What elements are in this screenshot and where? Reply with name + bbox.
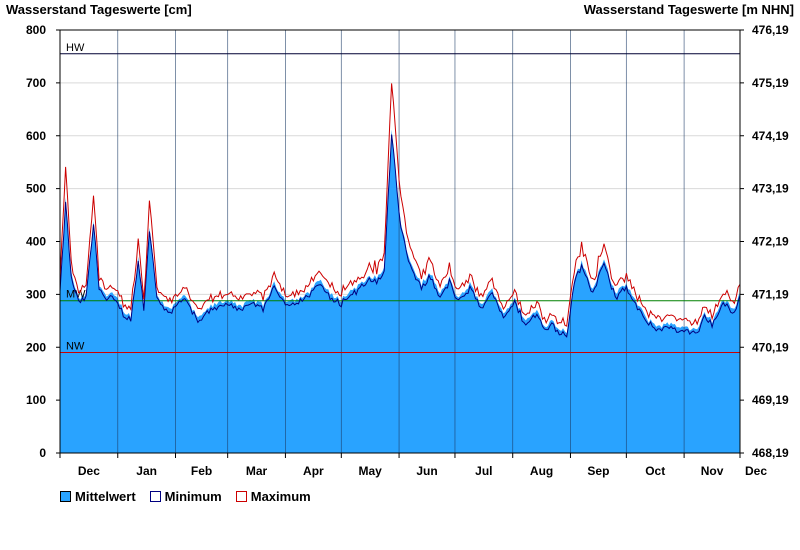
y-tick-label: 200 — [26, 340, 46, 354]
y-axis-left: 0 100 200 300 400 500 600 700 800 — [26, 23, 60, 460]
y-tick-label: 700 — [26, 76, 46, 90]
reference-label-nw: NW — [66, 341, 85, 353]
y2-tick-label: 470,19 — [752, 340, 789, 354]
x-tick-label: Sep — [587, 464, 609, 478]
y2-tick-label: 468,19 — [752, 446, 789, 460]
y2-tick-label: 476,19 — [752, 23, 789, 37]
y-axis-right: 468,19 469,19 470,19 471,19 472,19 473,19 474,… — [740, 23, 789, 460]
x-tick-label: Mar — [246, 464, 268, 478]
y-tick-label: 400 — [26, 235, 46, 249]
reference-label-hw: HW — [66, 42, 85, 54]
chart-title-left: Wasserstand Tageswerte [cm] — [6, 2, 192, 17]
y-tick-label: 800 — [26, 23, 46, 37]
x-tick-label: Jul — [475, 464, 492, 478]
y2-tick-label: 472,19 — [752, 235, 789, 249]
x-tick-label: May — [359, 464, 383, 478]
y2-tick-label: 474,19 — [752, 129, 789, 143]
x-tick-label: Jan — [136, 464, 157, 478]
x-tick-label: Dec — [78, 464, 100, 478]
legend-swatch-maximum — [235, 491, 247, 502]
legend-label-maximum: Maximum — [250, 489, 311, 504]
x-tick-label: Nov — [701, 464, 724, 478]
series-maximum-line — [59, 83, 741, 327]
legend-label-mittelwert: Mittelwert — [75, 489, 136, 504]
y2-tick-label: 473,19 — [752, 182, 789, 196]
x-tick-label: Jun — [416, 464, 437, 478]
y2-tick-label: 469,19 — [752, 393, 789, 407]
reference-label-mw: MW — [66, 289, 86, 301]
x-tick-label: Oct — [645, 464, 665, 478]
legend-swatch-mittelwert — [60, 491, 71, 502]
x-tick-label: Apr — [303, 464, 324, 478]
y-tick-label: 600 — [26, 129, 46, 143]
legend-item-mittelwert: Mittelwert — [60, 489, 136, 504]
y-tick-label: 100 — [26, 393, 46, 407]
y-tick-label: 0 — [39, 446, 46, 460]
legend-item-maximum: Maximum — [235, 489, 311, 504]
reference-lines: HW MW NW — [60, 42, 740, 354]
legend-label-minimum: Minimum — [164, 489, 222, 504]
y2-tick-label: 471,19 — [752, 287, 789, 301]
chart-title-right: Wasserstand Tageswerte [m NHN] — [584, 2, 794, 17]
legend-swatch-minimum — [149, 491, 161, 502]
x-tick-label: Aug — [530, 464, 553, 478]
month-separators — [117, 30, 685, 453]
legend-item-minimum: Minimum — [149, 489, 222, 504]
x-tick-label: Dec — [745, 464, 767, 478]
series-mittelwert-area — [60, 129, 740, 454]
x-tick-label: Feb — [191, 464, 212, 478]
legend: Mittelwert Minimum Maximum — [60, 489, 311, 504]
y2-tick-label: 475,19 — [752, 76, 789, 90]
y-tick-label: 300 — [26, 287, 46, 301]
series-minimum-line — [59, 134, 741, 338]
x-axis: Dec Jan Feb Mar Apr May Jun Jul Aug Sep Oct Nov Dec — [59, 453, 767, 478]
y-tick-label: 500 — [26, 182, 46, 196]
